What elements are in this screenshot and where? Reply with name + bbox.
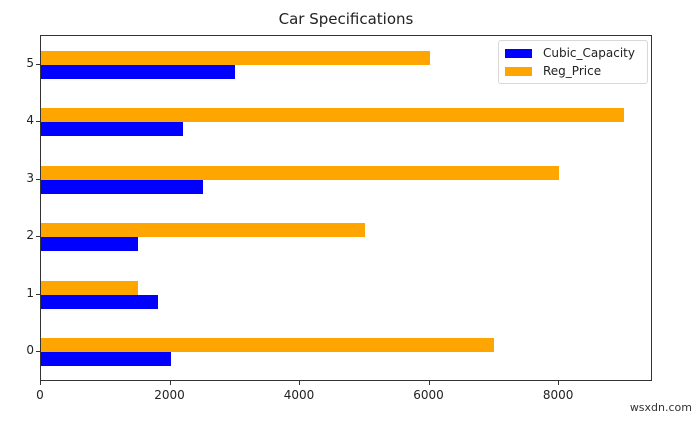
- y-tick-label: 1: [26, 285, 34, 300]
- legend-swatch-reg-price: [505, 66, 532, 76]
- x-tick-label: 4000: [283, 388, 315, 402]
- y-tick: [36, 351, 40, 352]
- legend-item-reg-price: Reg_Price: [505, 63, 601, 79]
- y-tick: [36, 178, 40, 180]
- bar-reg-price: [41, 338, 495, 352]
- y-tick-label: 0: [26, 343, 34, 357]
- y-tick-label: 3: [26, 170, 34, 185]
- x-tick-label: 2000: [154, 388, 185, 402]
- bar-cubic-capacity: [41, 294, 158, 309]
- bar-reg-price: [41, 280, 139, 295]
- y-tick: [36, 121, 40, 123]
- legend: Cubic_Capacity Reg_Price: [498, 40, 648, 84]
- x-tick: [299, 381, 301, 385]
- bar-cubic-capacity: [41, 65, 236, 79]
- watermark: wsxdn.com: [629, 401, 692, 414]
- chart-title: Car Specifications: [278, 10, 414, 28]
- x-tick: [40, 381, 41, 385]
- x-tick: [558, 381, 560, 385]
- y-tick-label: 2: [26, 228, 34, 243]
- bar-cubic-capacity: [41, 179, 203, 194]
- bar-reg-price: [41, 223, 365, 238]
- legend-item-cubic-capacity: Cubic_Capacity: [505, 45, 635, 61]
- bar-reg-price: [41, 108, 624, 123]
- y-tick-label: 5: [26, 56, 34, 70]
- x-tick-label: 0: [36, 388, 44, 402]
- bar-reg-price: [41, 51, 430, 65]
- bar-reg-price: [41, 165, 560, 180]
- legend-label: Reg_Price: [543, 64, 602, 78]
- x-tick-label: 8000: [542, 388, 574, 402]
- y-tick-label: 4: [26, 113, 34, 128]
- x-tick: [428, 381, 430, 385]
- plot-area: [40, 35, 652, 381]
- x-tick: [169, 381, 171, 385]
- y-tick: [36, 236, 40, 238]
- bar-cubic-capacity: [41, 237, 139, 252]
- legend-swatch-cubic-capacity: [505, 48, 532, 58]
- bar-cubic-capacity: [41, 352, 171, 366]
- legend-label: Cubic_Capacity: [543, 46, 635, 60]
- bar-cubic-capacity: [41, 122, 184, 137]
- y-tick: [36, 64, 40, 65]
- y-tick: [36, 293, 40, 295]
- x-tick-label: 6000: [413, 388, 444, 402]
